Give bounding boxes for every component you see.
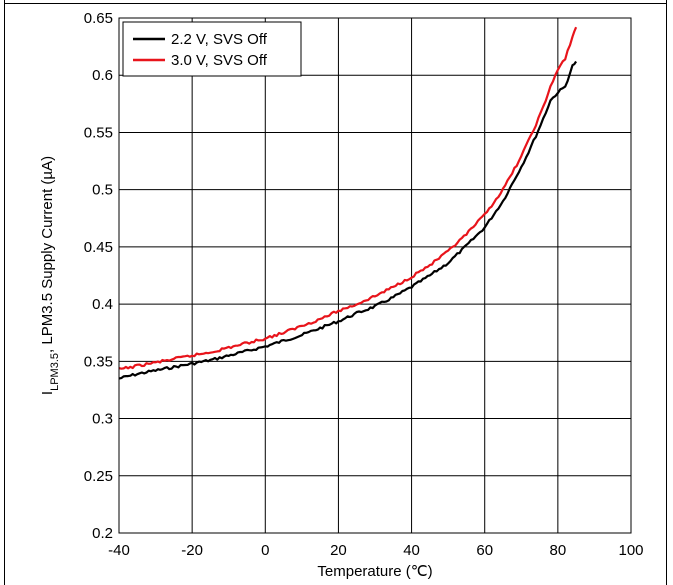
y-tick-label: 0.65 <box>84 10 113 27</box>
y-tick-label: 0.6 <box>92 67 113 84</box>
tick-labels: -40 -20 0 20 40 60 80 100 0.2 0.25 0.3 0.35 0.4 0.45 0… <box>84 10 644 559</box>
frame-left-border <box>4 0 5 585</box>
y-tick-label: 0.2 <box>92 525 113 542</box>
legend-label-2-2v: 2.2 V, SVS Off <box>171 31 268 48</box>
x-tick-label: 100 <box>618 542 643 559</box>
plot-area-border <box>118 17 632 534</box>
y-tick-label: 0.4 <box>92 296 113 313</box>
x-tick-label: 80 <box>550 542 567 559</box>
y-axis-title-subscript: LPM3.5 <box>49 353 61 391</box>
y-tick-label: 0.55 <box>84 124 113 141</box>
x-tick-label: 60 <box>476 542 493 559</box>
y-tick-label: 0.25 <box>84 468 113 485</box>
series-lines <box>118 26 578 380</box>
y-tick-label: 0.35 <box>84 353 113 370</box>
x-tick-label: 0 <box>261 542 269 559</box>
y-axis-title-main: I <box>39 391 56 395</box>
x-tick-label: -40 <box>108 542 130 559</box>
series-line-1 <box>118 26 578 370</box>
y-tick-label: 0.3 <box>92 411 113 428</box>
frame-top-border <box>4 3 667 4</box>
grid-lines <box>118 17 632 534</box>
x-axis-title: Temperature (℃) <box>317 563 432 580</box>
y-tick-label: 0.5 <box>92 182 113 199</box>
x-tick-label: 20 <box>330 542 347 559</box>
x-tick-label: -20 <box>181 542 203 559</box>
legend: 2.2 V, SVS Off 3.0 V, SVS Off <box>122 21 302 77</box>
legend-label-3-0v: 3.0 V, SVS Off <box>171 52 268 69</box>
x-tick-label: 40 <box>403 542 420 559</box>
legend-box <box>122 21 302 77</box>
y-axis-title-rest: , LPM3.5 Supply Current (µA) <box>39 156 56 353</box>
frame-right-border <box>666 0 667 585</box>
series-line-0 <box>118 60 578 380</box>
y-axis-title: ILPM3.5, LPM3.5 Supply Current (µA) <box>39 156 61 395</box>
y-tick-label: 0.45 <box>84 239 113 256</box>
